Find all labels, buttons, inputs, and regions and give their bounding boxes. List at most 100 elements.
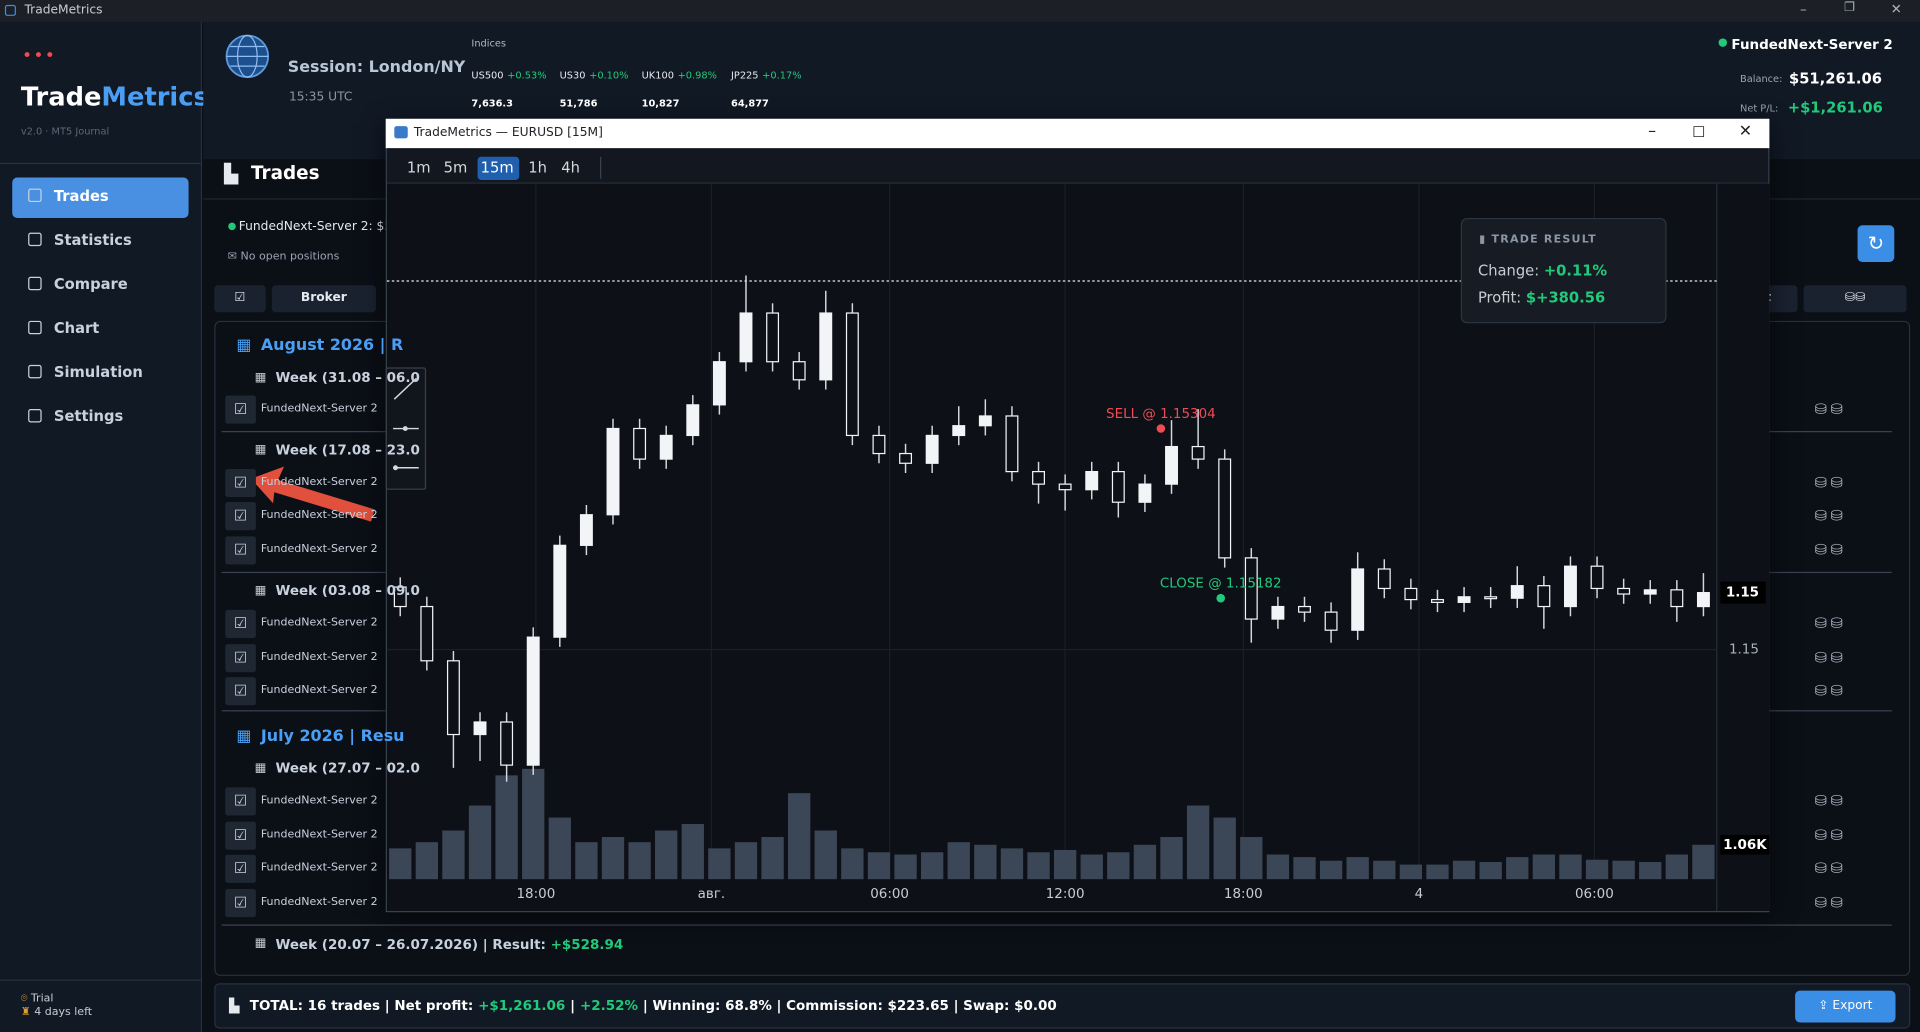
row-actions[interactable]: ⛁⛁ [1814, 893, 1847, 912]
footer-part: TOTAL: 16 trades | Net profit: [249, 997, 474, 1014]
row-checkbox[interactable]: ☑ [225, 644, 256, 673]
volume-bar [575, 842, 598, 880]
refresh-button[interactable]: ↻ [1857, 225, 1895, 263]
tool-dot [393, 465, 398, 471]
account-row: FundedNext-Server 2 [260, 651, 378, 664]
x-tick-label: 06:00 [870, 887, 909, 902]
candle-body [1191, 445, 1205, 460]
volume-bar [1559, 854, 1582, 880]
candle-body [766, 312, 780, 363]
select-all[interactable]: ☑ [214, 285, 266, 313]
timeframe-button[interactable]: 15m [480, 159, 514, 177]
row-actions[interactable]: ⛁⛁ [1814, 648, 1847, 667]
index-change: +0.53% [507, 69, 547, 81]
month-row[interactable]: July 2026 | Resu [260, 727, 405, 746]
nav-item[interactable]: Trades [53, 187, 109, 205]
volume-bar [415, 842, 439, 880]
candle-body [1431, 598, 1444, 603]
timeframe-button[interactable]: 1m [406, 159, 431, 177]
row-actions[interactable]: ⛁⛁ [1814, 400, 1847, 418]
volume-bar [1053, 849, 1077, 880]
x-tick-label: 12:00 [1046, 887, 1085, 902]
candle-body [1484, 596, 1498, 600]
nav-item[interactable]: Chart [53, 319, 100, 337]
row-actions[interactable]: ⛁⛁ [1814, 541, 1847, 559]
column-actions[interactable]: ⛁⛁ [1803, 285, 1907, 313]
trade-result-title: ▮ TRADE RESULT [1479, 233, 1597, 247]
row-checkbox[interactable]: ☑ [225, 468, 256, 498]
restore[interactable]: ❐ [1844, 1, 1856, 15]
candle-body [792, 361, 806, 381]
timeframe-button[interactable]: 5m [443, 159, 468, 177]
nav-item[interactable]: Statistics [53, 231, 132, 249]
row-checkbox[interactable]: ☑ [225, 609, 256, 638]
month-icon: ▦ [236, 336, 252, 356]
timeframe-button[interactable]: 4h [561, 159, 580, 177]
week-row[interactable]: Week (20.07 – 26.07.2026) | Result: +$52… [276, 937, 624, 953]
candle-body [686, 404, 700, 437]
week-row[interactable]: Week (31.08 – 06.0 [275, 369, 420, 386]
nav-icon [28, 408, 42, 423]
logo-b: Metrics [101, 82, 209, 112]
menu-dots[interactable]: ••• [22, 46, 57, 67]
row-checkbox[interactable]: ☑ [225, 821, 256, 850]
pnl-label: Net P/L: [1739, 102, 1779, 114]
trade-marker [1156, 424, 1166, 433]
candle-body [526, 636, 540, 766]
trade-marker-label: SELL @ 1.15304 [1106, 407, 1216, 422]
candle-body [1111, 471, 1125, 503]
minimize[interactable]: – [1799, 1, 1807, 18]
volume-bar [1213, 817, 1236, 880]
timeframe-button[interactable]: 1h [528, 159, 547, 177]
row-actions[interactable]: ⛁⛁ [1814, 682, 1847, 700]
week-row[interactable]: Week (17.08 – 23.0 [275, 442, 420, 458]
index-name: US500 [471, 69, 504, 81]
y-tick-label: 1.15 [1729, 643, 1759, 658]
profit-row: Profit: $+380.56 [1478, 289, 1605, 306]
row-actions[interactable]: ⛁⛁ [1814, 826, 1847, 844]
trend-line-tool[interactable] [393, 377, 417, 400]
candle-body [1218, 458, 1232, 559]
row-checkbox[interactable]: ☑ [225, 677, 256, 706]
candle-body [1404, 587, 1418, 601]
row-checkbox[interactable]: ☑ [225, 395, 256, 424]
row-actions[interactable]: ⛁⛁ [1814, 792, 1847, 810]
week-row[interactable]: Week (27.07 – 02.0 [275, 760, 420, 777]
row-actions[interactable]: ⛁⛁ [1814, 506, 1847, 525]
week-icon: ▦ [254, 371, 267, 385]
row-checkbox[interactable]: ☑ [225, 787, 256, 816]
volume-bar [920, 852, 944, 880]
volume-bar [655, 830, 678, 880]
candlestick-chart: 18:00 авг. 06:00 12:00 18:00 4 06:00 1.15 SELL @… [386, 183, 1770, 912]
month-row[interactable]: August 2026 | R [260, 336, 404, 356]
export-button[interactable]: ⇪ Export [1795, 990, 1896, 1023]
trade-result-title-text: TRADE RESULT [1491, 233, 1597, 247]
indices-label: Indices [471, 37, 506, 49]
account-row: FundedNext-Server 2 [260, 402, 378, 416]
chart-close[interactable]: ✕ [1738, 122, 1753, 141]
chart-maximize[interactable]: ☐ [1692, 123, 1706, 141]
volume-bar [1133, 844, 1157, 880]
volume-bar [1186, 805, 1210, 880]
row-checkbox[interactable]: ☑ [225, 502, 256, 531]
candle-body [1005, 415, 1019, 473]
row-checkbox[interactable]: ☑ [225, 854, 256, 883]
nav-item[interactable]: Compare [53, 275, 128, 293]
candle-body [1085, 471, 1099, 491]
row-checkbox[interactable]: ☑ [225, 536, 256, 565]
index: US500 +0.53% [471, 70, 546, 81]
column-broker[interactable]: Broker [271, 285, 376, 313]
row-actions[interactable]: ⛁⛁ [1814, 614, 1847, 632]
close[interactable]: ✕ [1890, 1, 1902, 18]
chart-minimize[interactable]: – [1648, 122, 1657, 141]
session: Session: London/NY [287, 58, 466, 78]
nav-item[interactable]: Simulation [53, 363, 143, 381]
row-actions[interactable]: ⛁⛁ [1814, 473, 1847, 492]
week-row[interactable]: Week (03.08 – 09.0 [275, 582, 420, 599]
row-checkbox[interactable]: ☑ [225, 888, 256, 918]
row-actions[interactable]: ⛁⛁ [1814, 859, 1847, 877]
nav-item[interactable]: Settings [53, 407, 124, 425]
candle-body [553, 544, 567, 638]
volume-bar [1506, 857, 1529, 880]
